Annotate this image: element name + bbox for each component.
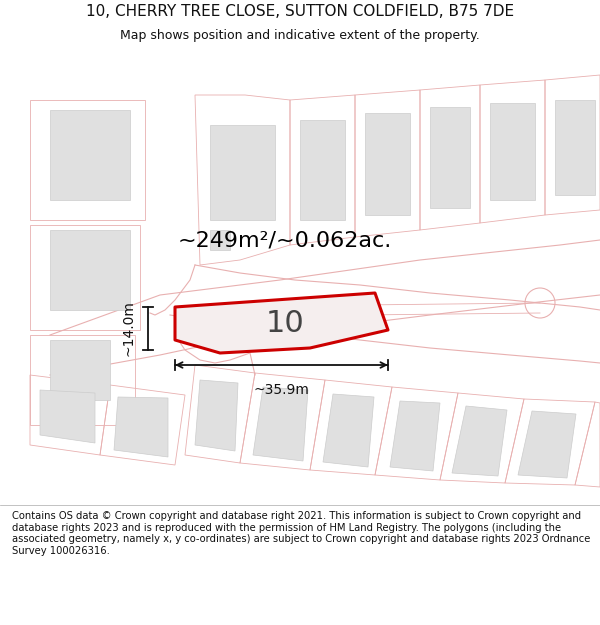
Text: 10: 10 — [266, 309, 304, 338]
Polygon shape — [210, 125, 275, 220]
Polygon shape — [200, 305, 330, 343]
Polygon shape — [518, 411, 576, 478]
Polygon shape — [40, 390, 95, 443]
Text: Map shows position and indicative extent of the property.: Map shows position and indicative extent… — [120, 29, 480, 42]
Text: Contains OS data © Crown copyright and database right 2021. This information is : Contains OS data © Crown copyright and d… — [12, 511, 590, 556]
Polygon shape — [452, 406, 507, 476]
Polygon shape — [175, 293, 388, 353]
Polygon shape — [430, 107, 470, 208]
Polygon shape — [253, 387, 308, 461]
Text: ~14.0m: ~14.0m — [122, 301, 136, 356]
Polygon shape — [490, 103, 535, 200]
Polygon shape — [114, 397, 168, 457]
Polygon shape — [50, 230, 130, 310]
Polygon shape — [365, 113, 410, 215]
Polygon shape — [390, 401, 440, 471]
Polygon shape — [210, 230, 230, 250]
Polygon shape — [555, 100, 595, 195]
Polygon shape — [195, 380, 238, 451]
Text: ~249m²/~0.062ac.: ~249m²/~0.062ac. — [178, 230, 392, 250]
Polygon shape — [300, 120, 345, 220]
Polygon shape — [50, 110, 130, 200]
Text: ~35.9m: ~35.9m — [254, 383, 310, 397]
Polygon shape — [50, 340, 110, 400]
Text: 10, CHERRY TREE CLOSE, SUTTON COLDFIELD, B75 7DE: 10, CHERRY TREE CLOSE, SUTTON COLDFIELD,… — [86, 4, 514, 19]
Polygon shape — [323, 394, 374, 467]
